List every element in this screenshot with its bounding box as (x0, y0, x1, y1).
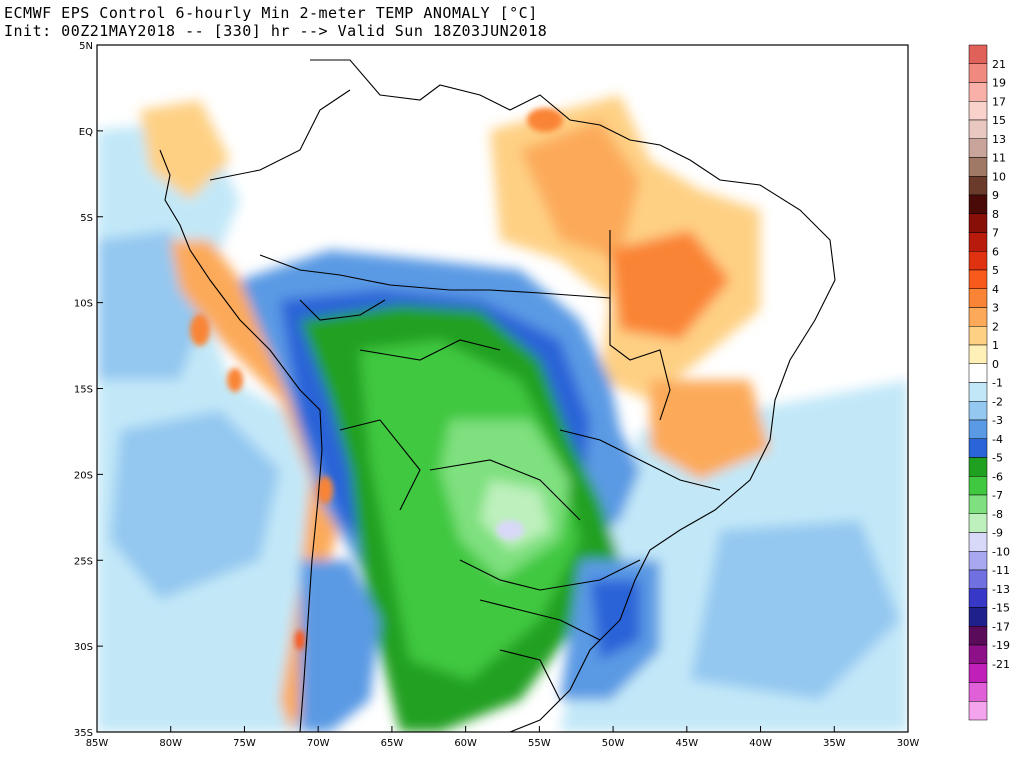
colorbar-swatch (968, 438, 988, 458)
colorbar-label: 15 (992, 114, 1006, 127)
colorbar-label: 8 (992, 208, 999, 221)
colorbar-swatch (968, 63, 988, 83)
colorbar-swatch (968, 513, 988, 533)
lon-tick-label: 45W (676, 738, 699, 749)
lon-tick-label: 70W (307, 738, 330, 749)
colorbar-swatch (968, 551, 988, 571)
lat-tick-label: EQ (79, 127, 93, 138)
colorbar-label: -15 (992, 602, 1010, 615)
colorbar-label: -11 (992, 564, 1010, 577)
chart-subtitle: Init: 00Z21MAY2018 -- [330] hr --> Valid… (4, 22, 548, 40)
lat-tick-label: 35S (74, 728, 93, 739)
colorbar-label: -19 (992, 639, 1010, 652)
axis-ticks: 85W 80W 75W 70W 65W 60W 55W 50W 45W 40W 35W 30W 5N EQ… (74, 41, 919, 749)
colorbar-label: -13 (992, 583, 1010, 596)
lon-tick-label: 30W (897, 738, 920, 749)
colorbar-label: 7 (992, 227, 999, 240)
colorbar-label: 5 (992, 264, 999, 277)
colorbar-swatch (968, 419, 988, 439)
colorbar-swatch (968, 588, 988, 608)
lat-tick-label: 25S (74, 556, 93, 567)
colorbar-swatch (968, 701, 988, 721)
anomaly-field (97, 45, 908, 732)
colorbar-swatch (968, 607, 988, 627)
colorbar-swatch (968, 682, 988, 702)
chart-title: ECMWF EPS Control 6-hourly Min 2-meter T… (4, 4, 538, 22)
colorbar-swatch (968, 119, 988, 139)
colorbar-label: -6 (992, 470, 1003, 483)
colorbar-swatch (968, 138, 988, 158)
colorbar-swatch (968, 157, 988, 177)
colorbar-label: -9 (992, 527, 1003, 540)
colorbar-label: 10 (992, 170, 1006, 183)
colorbar-swatch (968, 213, 988, 233)
colorbar-label: -4 (992, 433, 1003, 446)
colorbar-swatch (968, 44, 988, 64)
colorbar-label: -1 (992, 377, 1003, 390)
lon-tick-label: 75W (233, 738, 256, 749)
lon-tick-label: 40W (749, 738, 772, 749)
colorbar-label: -21 (992, 658, 1010, 671)
colorbar-label: -5 (992, 452, 1003, 465)
colorbar-swatch (968, 363, 988, 383)
colorbar-swatch (968, 326, 988, 346)
colorbar-swatch (968, 307, 988, 327)
lat-tick-label: 5N (79, 41, 93, 52)
colorbar-swatch (968, 232, 988, 252)
lon-tick-label: 50W (602, 738, 625, 749)
colorbar-swatch (968, 663, 988, 683)
lat-tick-label: 5S (80, 213, 93, 224)
colorbar-label: -3 (992, 414, 1003, 427)
colorbar-swatch (968, 532, 988, 552)
colorbar-label: 6 (992, 245, 999, 258)
colorbar-label: 21 (992, 58, 1006, 71)
lon-tick-label: 85W (86, 738, 109, 749)
colorbar-label: 11 (992, 152, 1006, 165)
colorbar-label: 1 (992, 339, 999, 352)
colorbar-label: 4 (992, 283, 999, 296)
colorbar-label: -7 (992, 489, 1003, 502)
colorbar-label: -17 (992, 620, 1010, 633)
colorbar-swatch (968, 382, 988, 402)
lat-tick-label: 10S (74, 299, 93, 310)
colorbar-swatch (968, 401, 988, 421)
colorbar-label: 9 (992, 189, 999, 202)
colorbar-swatch (968, 101, 988, 121)
colorbar-swatch (968, 251, 988, 271)
lon-tick-label: 35W (823, 738, 846, 749)
colorbar-swatch (968, 644, 988, 664)
lon-tick-label: 60W (454, 738, 477, 749)
colorbar-label: -8 (992, 508, 1003, 521)
colorbar-swatch (968, 476, 988, 496)
colorbar-swatch (968, 82, 988, 102)
colorbar-swatch (968, 194, 988, 214)
colorbar-label: 13 (992, 133, 1006, 146)
colorbar-swatch (968, 457, 988, 477)
colorbar-label: 3 (992, 302, 999, 315)
lat-tick-label: 30S (74, 642, 93, 653)
colorbar-swatch (968, 344, 988, 364)
lat-tick-label: 15S (74, 385, 93, 396)
coastlines (159, 59, 836, 732)
colorbar-label: -2 (992, 395, 1003, 408)
colorbar-swatch (968, 626, 988, 646)
lat-tick-label: 20S (74, 470, 93, 481)
colorbar-label: 2 (992, 320, 999, 333)
colorbar-label: 0 (992, 358, 999, 371)
colorbar-label: 17 (992, 95, 1006, 108)
colorbar-swatch (968, 569, 988, 589)
colorbar-swatch (968, 269, 988, 289)
lon-tick-label: 65W (381, 738, 404, 749)
colorbar-label: -10 (992, 545, 1010, 558)
colorbar-label: 19 (992, 77, 1006, 90)
colorbar-swatch (968, 288, 988, 308)
lon-tick-label: 55W (528, 738, 551, 749)
lon-tick-label: 80W (159, 738, 182, 749)
colorbar: 211917151311109876543210-1-2-3-4-5-6-7-8… (968, 44, 1010, 721)
colorbar-swatch (968, 494, 988, 514)
colorbar-swatch (968, 176, 988, 196)
